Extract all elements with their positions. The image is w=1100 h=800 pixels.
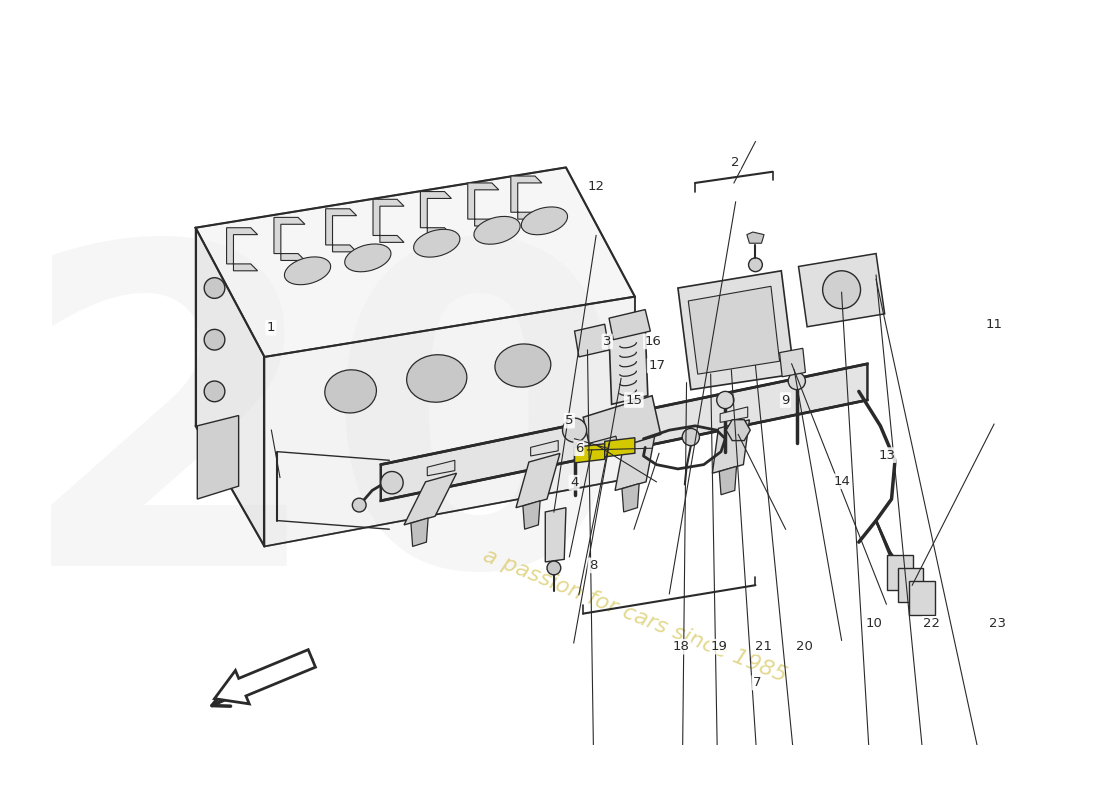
Polygon shape: [326, 209, 356, 252]
Polygon shape: [719, 466, 737, 494]
Text: 18: 18: [673, 640, 690, 653]
Circle shape: [562, 418, 586, 442]
Text: 13: 13: [878, 449, 895, 462]
Text: 17: 17: [648, 359, 666, 372]
Text: 2: 2: [732, 156, 739, 169]
Polygon shape: [264, 297, 635, 546]
Polygon shape: [609, 310, 650, 340]
Circle shape: [205, 278, 224, 298]
Polygon shape: [468, 183, 498, 226]
Polygon shape: [427, 460, 454, 476]
Ellipse shape: [407, 354, 466, 402]
Polygon shape: [590, 436, 619, 460]
Circle shape: [749, 258, 762, 272]
Text: 9: 9: [781, 394, 790, 406]
Polygon shape: [196, 228, 264, 546]
Text: 21: 21: [755, 640, 772, 653]
Polygon shape: [522, 501, 540, 530]
Text: 7: 7: [752, 676, 761, 689]
Circle shape: [547, 561, 561, 575]
Text: 19: 19: [711, 640, 727, 653]
Text: 5: 5: [565, 414, 574, 427]
Polygon shape: [678, 270, 794, 390]
Text: a passion for cars since 1985: a passion for cars since 1985: [480, 545, 790, 686]
Polygon shape: [615, 436, 654, 490]
Circle shape: [205, 433, 224, 454]
Ellipse shape: [414, 230, 460, 257]
Text: 1: 1: [266, 321, 275, 334]
Polygon shape: [197, 415, 239, 499]
Polygon shape: [411, 518, 428, 546]
Ellipse shape: [285, 257, 331, 285]
Text: 22: 22: [923, 618, 939, 630]
Circle shape: [352, 498, 366, 512]
Polygon shape: [420, 191, 451, 234]
Circle shape: [717, 391, 734, 409]
Circle shape: [205, 330, 224, 350]
Text: 20: 20: [796, 640, 813, 653]
Circle shape: [682, 429, 700, 446]
Text: 8: 8: [588, 559, 597, 572]
Polygon shape: [510, 176, 542, 219]
Polygon shape: [574, 324, 609, 357]
Circle shape: [789, 373, 805, 390]
Polygon shape: [621, 483, 639, 512]
Ellipse shape: [324, 370, 376, 413]
Polygon shape: [381, 364, 868, 501]
Text: 4: 4: [570, 476, 579, 489]
Ellipse shape: [474, 217, 520, 244]
Text: 23: 23: [989, 618, 1006, 630]
Polygon shape: [227, 228, 257, 270]
Text: 10: 10: [866, 618, 883, 630]
Polygon shape: [373, 199, 404, 242]
Text: 15: 15: [625, 394, 642, 406]
Text: 11: 11: [986, 318, 1002, 330]
Text: 20: 20: [15, 228, 634, 658]
FancyArrow shape: [214, 650, 316, 704]
Polygon shape: [274, 218, 305, 261]
Polygon shape: [626, 423, 653, 438]
Polygon shape: [888, 555, 913, 590]
Polygon shape: [713, 420, 749, 474]
Polygon shape: [609, 326, 648, 404]
Polygon shape: [574, 444, 605, 463]
Text: 16: 16: [645, 335, 661, 348]
Polygon shape: [726, 420, 750, 441]
Text: 14: 14: [834, 475, 850, 488]
Text: 3: 3: [603, 335, 612, 348]
Ellipse shape: [495, 344, 551, 387]
Polygon shape: [747, 232, 764, 243]
Text: 12: 12: [587, 180, 604, 193]
Polygon shape: [530, 441, 558, 456]
Circle shape: [205, 381, 224, 402]
Polygon shape: [898, 568, 923, 602]
Polygon shape: [583, 396, 661, 456]
Polygon shape: [689, 286, 780, 374]
Polygon shape: [605, 438, 635, 457]
Polygon shape: [799, 254, 884, 326]
Polygon shape: [196, 167, 635, 357]
Polygon shape: [909, 581, 935, 615]
Text: 6: 6: [574, 442, 583, 454]
Circle shape: [381, 471, 404, 494]
Circle shape: [823, 270, 860, 309]
Polygon shape: [404, 474, 456, 525]
Polygon shape: [780, 348, 805, 377]
Ellipse shape: [521, 207, 568, 234]
Polygon shape: [720, 407, 748, 422]
Polygon shape: [516, 454, 560, 508]
Ellipse shape: [344, 244, 390, 272]
Polygon shape: [546, 508, 566, 562]
